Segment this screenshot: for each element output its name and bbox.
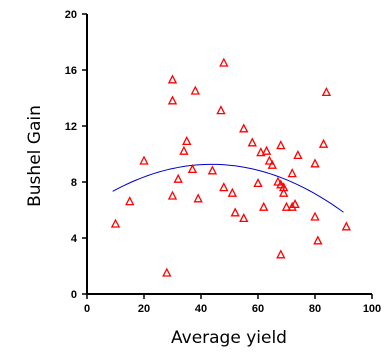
data-point: [256, 147, 266, 157]
data-point: [276, 249, 286, 259]
data-point: [239, 212, 249, 223]
x-tick-label: 0: [84, 303, 90, 315]
x-tick-label: 60: [252, 303, 264, 315]
plot-area: [110, 57, 352, 277]
fit-curve: [112, 163, 344, 213]
x-axis-ticks: 0 20 40 60 80 100: [84, 294, 381, 315]
data-point: [239, 123, 249, 133]
data-point: [139, 155, 149, 165]
x-axis-title: Average yield: [171, 328, 287, 348]
data-point: [219, 182, 229, 192]
data-point: [193, 193, 203, 203]
data-point: [216, 105, 226, 115]
y-axis-ticks: 0 4 8 12 16 20: [65, 9, 87, 301]
data-point: [167, 190, 178, 200]
x-tick-label: 80: [309, 303, 321, 315]
data-point: [187, 163, 198, 174]
data-point: [341, 221, 352, 231]
data-point: [287, 201, 297, 211]
x-tick-label: 40: [195, 303, 207, 315]
data-point: [162, 267, 172, 277]
data-point: [207, 165, 218, 175]
x-tick-label: 100: [363, 303, 381, 315]
data-point: [247, 137, 257, 147]
y-tick-label: 16: [65, 65, 77, 77]
data-point: [253, 177, 263, 188]
data-point: [276, 140, 286, 150]
data-point: [110, 218, 121, 228]
data-point: [318, 138, 329, 148]
x-tick-label: 20: [138, 303, 150, 315]
data-point: [267, 159, 277, 169]
data-point: [264, 155, 275, 165]
data-point: [227, 187, 238, 197]
data-point: [287, 168, 297, 178]
data-point: [313, 235, 323, 245]
data-point: [293, 149, 303, 160]
data-point: [219, 57, 229, 67]
data-point: [179, 145, 189, 155]
data-point: [182, 135, 192, 146]
data-point: [259, 201, 269, 211]
y-tick-label: 12: [65, 121, 77, 133]
data-point: [173, 173, 183, 183]
data-point: [310, 211, 320, 221]
y-tick-label: 4: [71, 233, 78, 245]
y-axis-title: Bushel Gain: [25, 105, 45, 207]
data-point: [167, 95, 178, 105]
y-tick-label: 8: [71, 177, 77, 189]
data-point: [167, 74, 178, 84]
data-point: [321, 86, 332, 97]
y-tick-label: 20: [65, 9, 77, 21]
data-point: [290, 198, 300, 209]
data-point: [125, 196, 135, 206]
data-point: [261, 145, 272, 155]
data-point: [230, 207, 240, 217]
data-point: [190, 85, 200, 95]
data-point: [281, 201, 292, 211]
data-point: [278, 187, 289, 197]
data-point: [310, 158, 320, 168]
y-tick-label: 0: [71, 289, 77, 301]
